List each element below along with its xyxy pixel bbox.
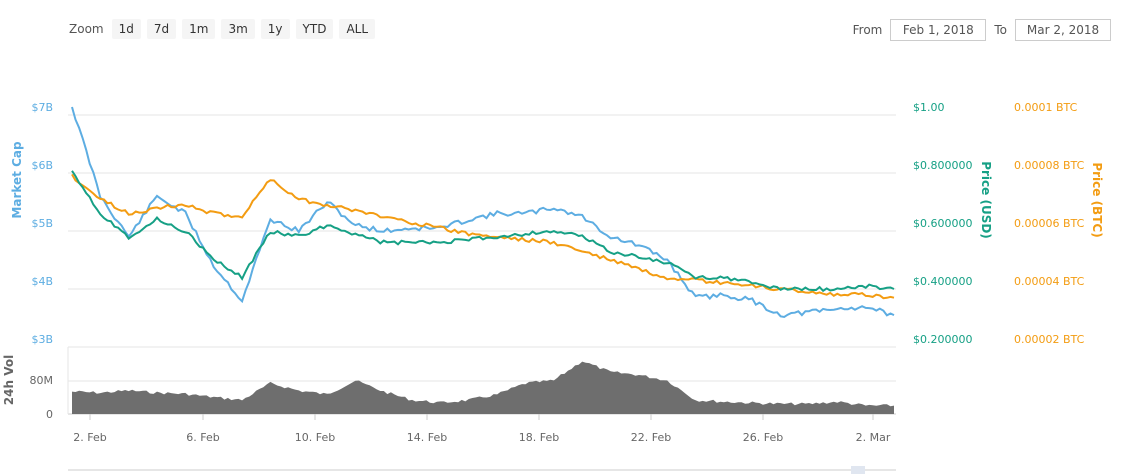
svg-text:$0.200000: $0.200000 [913, 333, 973, 346]
svg-text:2. Feb: 2. Feb [73, 431, 106, 444]
svg-text:0.00004 BTC: 0.00004 BTC [1014, 275, 1085, 288]
svg-text:$0.400000: $0.400000 [913, 275, 973, 288]
svg-text:$1.00: $1.00 [913, 101, 945, 114]
zoom-3m-button[interactable]: 3m [221, 19, 255, 39]
svg-text:Market Cap: Market Cap [10, 141, 24, 219]
zoom-toolbar: Zoom 1d 7d 1m 3m 1y YTD ALL [69, 19, 376, 39]
from-label: From [852, 23, 883, 37]
zoom-ytd-button[interactable]: YTD [295, 19, 334, 39]
zoom-7d-button[interactable]: 7d [146, 19, 177, 39]
to-date-input[interactable]: Mar 2, 2018 [1015, 19, 1111, 41]
zoom-1y-button[interactable]: 1y [260, 19, 290, 39]
svg-text:$0.600000: $0.600000 [913, 217, 973, 230]
from-date-input[interactable]: Feb 1, 2018 [890, 19, 987, 41]
to-label: To [994, 23, 1007, 37]
svg-text:$6B: $6B [31, 159, 53, 172]
axis-labels: $7B $6B $5B $4B $3B Market Cap $1.00 $0.800000 $… [2, 101, 1104, 444]
svg-text:Price (BTC): Price (BTC) [1090, 162, 1104, 237]
svg-text:2. Mar: 2. Mar [856, 431, 891, 444]
svg-text:0.00002 BTC: 0.00002 BTC [1014, 333, 1085, 346]
gridlines [67, 114, 896, 420]
svg-text:Price (USD): Price (USD) [979, 161, 993, 239]
svg-text:18. Feb: 18. Feb [519, 431, 559, 444]
svg-text:$3B: $3B [31, 333, 53, 346]
svg-text:0.00006 BTC: 0.00006 BTC [1014, 217, 1085, 230]
svg-text:0.00008 BTC: 0.00008 BTC [1014, 159, 1085, 172]
svg-text:24h Vol: 24h Vol [2, 355, 16, 405]
svg-text:$4B: $4B [31, 275, 53, 288]
zoom-1m-button[interactable]: 1m [182, 19, 216, 39]
svg-text:26. Feb: 26. Feb [743, 431, 783, 444]
zoom-label: Zoom [69, 22, 104, 36]
svg-text:6. Feb: 6. Feb [186, 431, 219, 444]
svg-text:$0.800000: $0.800000 [913, 159, 973, 172]
svg-text:22. Feb: 22. Feb [631, 431, 671, 444]
series-lines [71, 106, 895, 319]
svg-text:14. Feb: 14. Feb [407, 431, 447, 444]
svg-text:$5B: $5B [31, 217, 53, 230]
svg-text:80M: 80M [30, 374, 54, 387]
svg-text:0.0001 BTC: 0.0001 BTC [1014, 101, 1078, 114]
svg-text:0: 0 [46, 408, 53, 421]
volume-area [72, 361, 894, 414]
zoom-all-button[interactable]: ALL [339, 19, 376, 39]
date-range: From Feb 1, 2018 To Mar 2, 2018 [853, 19, 1111, 41]
zoom-1d-button[interactable]: 1d [111, 19, 141, 39]
navigator-handle[interactable] [851, 466, 865, 474]
svg-text:10. Feb: 10. Feb [295, 431, 335, 444]
svg-text:$7B: $7B [31, 101, 53, 114]
